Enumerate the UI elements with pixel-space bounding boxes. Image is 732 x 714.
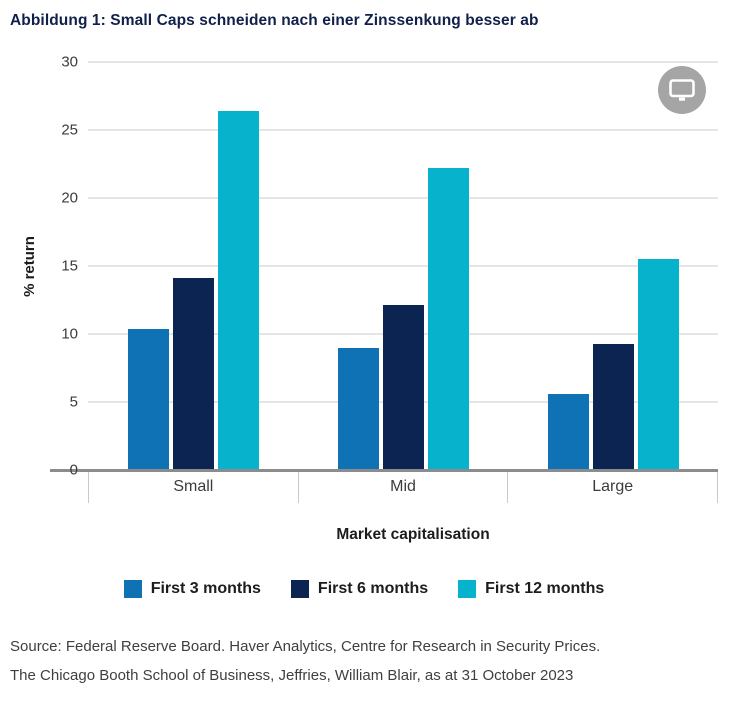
legend-swatch [458,580,477,598]
bar-chart: % return 0 5 10 15 20 25 30 Small Mid Large [10,54,719,506]
y-tick-label: 25 [61,121,78,139]
bar-group-small [88,62,298,470]
legend-item-first-12-months[interactable]: First 12 months [458,580,604,598]
x-category-large: Large [507,471,719,503]
source-line-2: The Chicago Booth School of Business, Je… [10,667,574,684]
legend: First 3 months First 6 months First 12 mon… [10,580,718,598]
x-category-row: Small Mid Large [88,471,719,503]
legend-label: First 6 months [317,580,429,597]
x-category-small: Small [88,471,298,503]
figure-title: Abbildung 1: Small Caps schneiden nach e… [10,12,539,29]
y-tick-label: 15 [61,257,78,275]
gridline [88,129,718,131]
bar-mid-first-6-months[interactable] [382,305,424,470]
legend-swatch [290,580,309,598]
bar-large-first-3-months[interactable] [547,393,589,470]
bars-layer [88,62,718,470]
y-axis-title-wrap: % return [16,62,42,470]
y-tick-label: 20 [61,189,78,207]
x-category-mid: Mid [297,471,508,503]
gridline [88,265,718,267]
bar-group-large [508,62,718,470]
gridline [88,61,718,63]
legend-item-first-3-months[interactable]: First 3 months [123,580,261,598]
gridline [88,197,718,200]
x-axis-title: Market capitalisation [336,526,490,543]
y-tick-label: 30 [61,53,78,71]
source-line-1: Source: Federal Reserve Board. Haver Ana… [10,638,601,655]
bar-small-first-3-months[interactable] [127,328,169,470]
bar-mid-first-12-months[interactable] [427,168,469,470]
bar-mid-first-3-months[interactable] [337,347,379,470]
y-axis-title: % return [20,235,38,297]
y-tick-label: 10 [61,325,78,343]
y-tick-label: 0 [69,461,78,479]
legend-swatch [123,580,142,598]
monitor-widget-button[interactable] [658,66,706,114]
monitor-icon [669,78,695,101]
bar-small-first-12-months[interactable] [217,110,259,470]
bar-group-mid [298,62,508,470]
legend-label: First 3 months [150,580,261,597]
source-block: Source: Federal Reserve Board. Haver Ana… [10,632,718,690]
legend-item-first-6-months[interactable]: First 6 months [290,580,429,598]
x-axis-line [50,469,718,472]
bar-large-first-6-months[interactable] [592,343,634,470]
bar-large-first-12-months[interactable] [637,259,679,470]
legend-label: First 12 months [485,580,605,597]
bar-small-first-6-months[interactable] [172,278,214,470]
y-tick-label: 5 [69,393,78,411]
plot-area: 0 5 10 15 20 25 30 [50,54,718,479]
